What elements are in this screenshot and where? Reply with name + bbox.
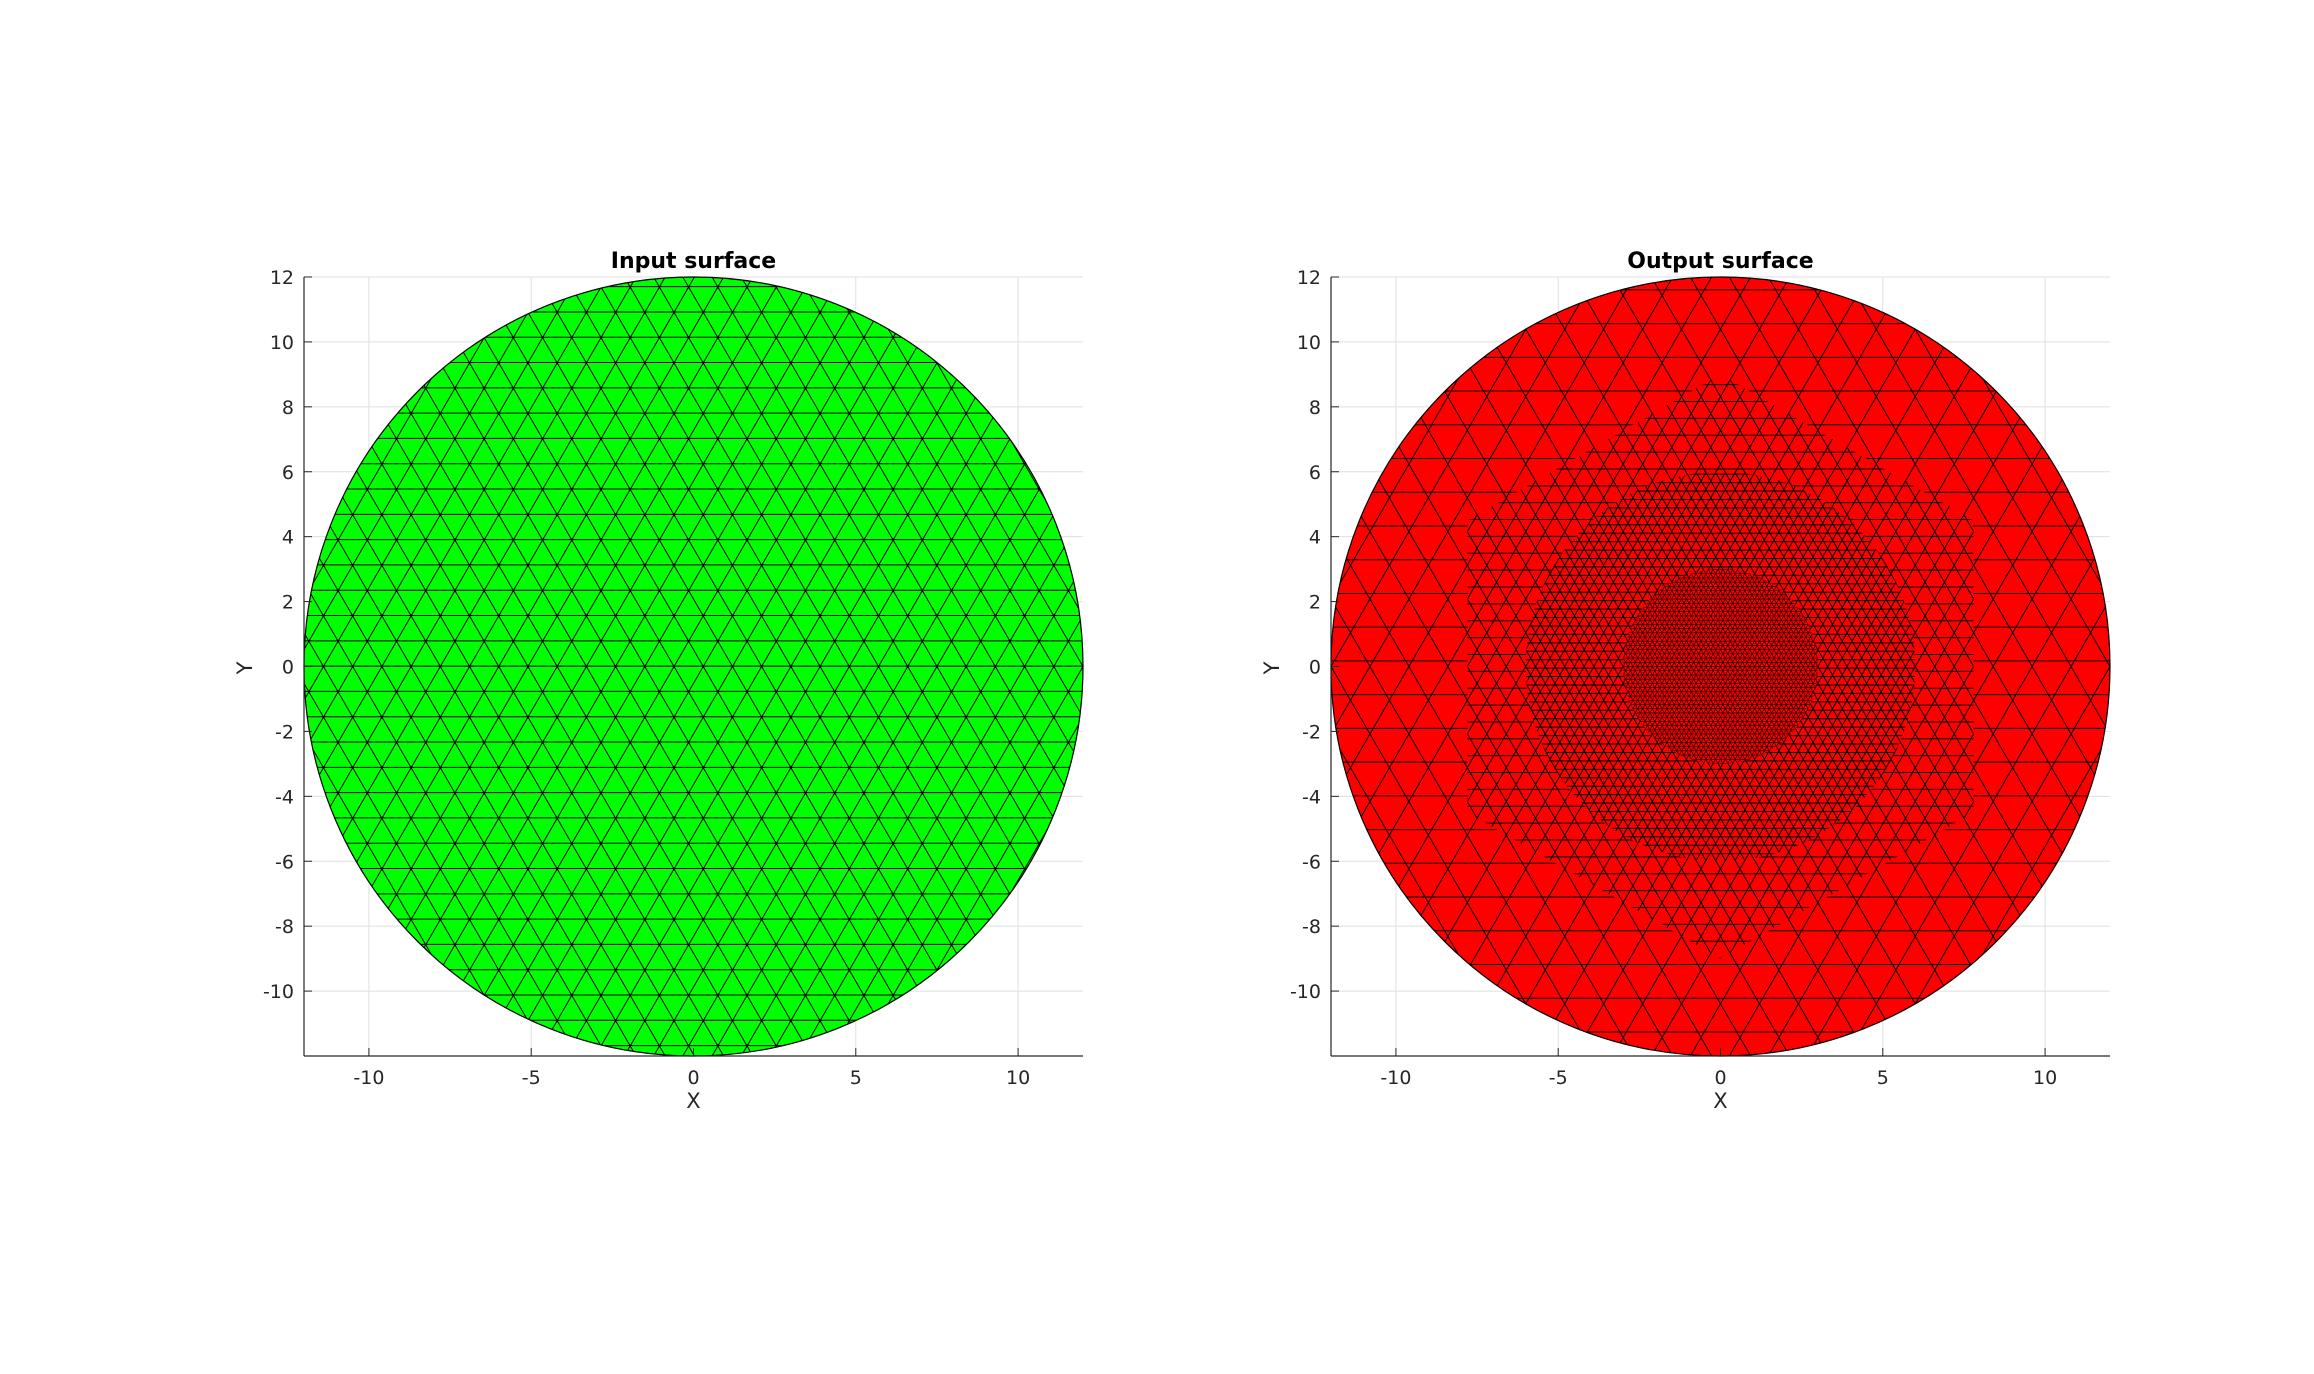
x-tick-label: -5 [1549,1067,1568,1089]
y-tick-label: -2 [1302,721,1321,743]
y-tick-label: 8 [282,397,294,419]
mesh-region [1623,569,1818,764]
y-tick-label: 0 [1309,657,1321,679]
tick-labels: -10 -5 0 5 10 12 10 8 6 4 2 0 -2 -4 -6 -8 -10 [263,267,1030,1089]
axes-output-surface: -10 -5 0 5 10 12 10 8 6 4 2 0 -2 -4 -6 -8 -10 Output sur… [1260,249,2111,1113]
x-tick-label: -10 [1380,1067,1411,1089]
x-tick-label: 0 [1714,1067,1726,1089]
y-tick-label: -10 [1290,981,1321,1003]
mesh-region [304,277,1083,1056]
x-tick-label: 5 [1877,1067,1889,1089]
x-tick-label: -5 [522,1067,541,1089]
y-tick-label: 8 [1309,397,1321,419]
y-tick-label: 0 [282,657,294,679]
y-tick-label: 4 [282,527,294,549]
y-tick-label: -10 [263,981,294,1003]
mesh-edges [1623,569,1818,764]
axes-input-surface: -10 -5 0 5 10 12 10 8 6 4 2 0 -2 -4 -6 -8 -10 Input surf… [233,249,1084,1113]
y-tick-label: 6 [282,462,294,484]
y-axis-label: Y [233,661,257,675]
chart-title: Input surface [611,249,776,274]
y-tick-label: 2 [282,592,294,614]
y-tick-label: 10 [1297,332,1321,354]
x-tick-label: 10 [2033,1067,2057,1089]
x-tick-label: 5 [850,1067,862,1089]
y-tick-label: -8 [1302,916,1321,938]
x-axis-label: X [686,1089,700,1113]
x-axis-label: X [1713,1089,1727,1113]
y-tick-label: -4 [1302,786,1321,808]
y-tick-label: -2 [275,721,294,743]
y-tick-label: 2 [1309,592,1321,614]
output-surface-mesh [1330,276,2111,1057]
y-tick-label: -4 [275,786,294,808]
mesh-edges [304,277,1083,1056]
y-tick-label: -6 [275,851,294,873]
x-tick-label: -10 [353,1067,384,1089]
chart-title: Output surface [1627,249,1813,274]
y-tick-label: 12 [1297,267,1321,289]
y-tick-label: -8 [275,916,294,938]
tick-labels: -10 -5 0 5 10 12 10 8 6 4 2 0 -2 -4 -6 -8 -10 [1290,267,2057,1089]
y-tick-label: -6 [1302,851,1321,873]
y-tick-label: 10 [270,332,294,354]
y-axis-label: Y [1260,661,1284,675]
y-tick-label: 6 [1309,462,1321,484]
x-tick-label: 0 [687,1067,699,1089]
x-tick-label: 10 [1006,1067,1030,1089]
y-tick-label: 4 [1309,527,1321,549]
y-tick-label: 12 [270,267,294,289]
